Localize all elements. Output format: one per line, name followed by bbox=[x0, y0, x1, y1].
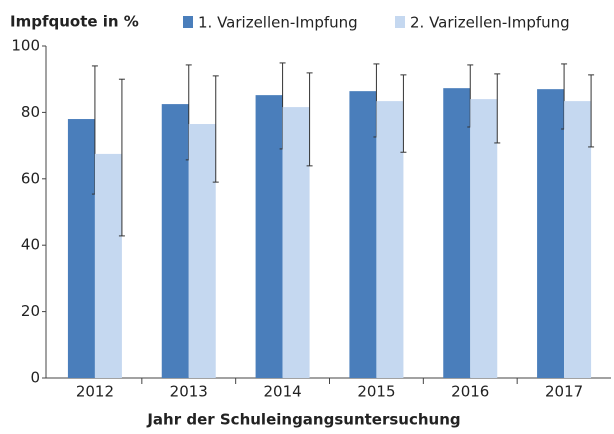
x-tick-label: 2017 bbox=[545, 383, 583, 401]
y-tick-label: 100 bbox=[11, 37, 40, 55]
legend-label: 2. Varizellen-Impfung bbox=[410, 14, 570, 32]
bar bbox=[537, 89, 565, 378]
x-tick-label: 2015 bbox=[357, 383, 395, 401]
bar bbox=[470, 99, 498, 379]
y-tick-label: 60 bbox=[21, 169, 40, 187]
bar bbox=[188, 124, 216, 379]
bar bbox=[376, 101, 404, 378]
bar bbox=[67, 119, 95, 378]
bar bbox=[349, 91, 377, 378]
y-tick-label: 0 bbox=[30, 369, 40, 387]
bar bbox=[443, 88, 471, 378]
x-axis-label: Jahr der Schuleingangsuntersuchung bbox=[146, 411, 460, 429]
x-tick-label: 2013 bbox=[170, 383, 208, 401]
bar bbox=[255, 95, 283, 379]
bar bbox=[94, 153, 122, 378]
y-tick-label: 20 bbox=[21, 302, 40, 320]
x-tick-label: 2014 bbox=[263, 383, 301, 401]
y-tick-label: 80 bbox=[21, 103, 40, 121]
x-tick-label: 2016 bbox=[451, 383, 489, 401]
y-tick-label: 40 bbox=[21, 236, 40, 254]
bar bbox=[564, 101, 592, 378]
x-tick-label: 2012 bbox=[76, 383, 114, 401]
bar bbox=[161, 104, 189, 378]
legend-label: 1. Varizellen-Impfung bbox=[198, 14, 358, 32]
bar bbox=[282, 107, 310, 378]
legend-swatch bbox=[183, 16, 193, 28]
y-axis-label: Impfquote in % bbox=[10, 13, 139, 31]
legend-swatch bbox=[395, 16, 405, 28]
